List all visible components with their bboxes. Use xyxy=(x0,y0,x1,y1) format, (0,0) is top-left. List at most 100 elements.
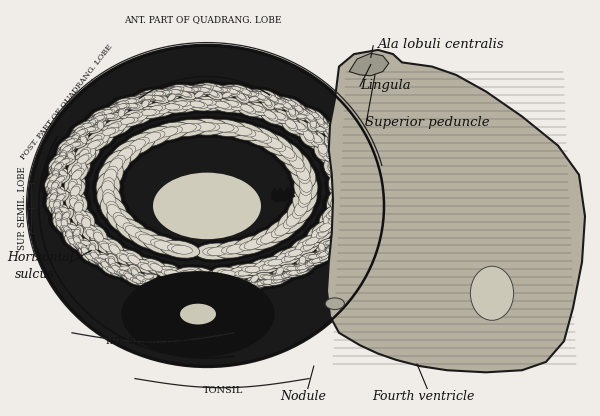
Ellipse shape xyxy=(226,286,237,290)
Ellipse shape xyxy=(109,121,122,130)
Ellipse shape xyxy=(56,147,69,162)
Ellipse shape xyxy=(177,89,196,100)
Ellipse shape xyxy=(196,83,218,92)
Ellipse shape xyxy=(111,264,119,270)
Ellipse shape xyxy=(160,87,184,106)
Ellipse shape xyxy=(233,235,271,255)
Ellipse shape xyxy=(63,146,71,152)
Ellipse shape xyxy=(349,208,361,223)
Ellipse shape xyxy=(250,274,279,289)
Ellipse shape xyxy=(54,212,75,233)
Ellipse shape xyxy=(213,123,234,132)
Ellipse shape xyxy=(299,114,310,119)
Ellipse shape xyxy=(125,225,143,238)
Ellipse shape xyxy=(332,130,344,144)
Ellipse shape xyxy=(208,281,237,295)
Ellipse shape xyxy=(242,266,257,272)
Ellipse shape xyxy=(55,211,62,219)
Ellipse shape xyxy=(101,260,108,267)
Ellipse shape xyxy=(118,100,128,106)
Ellipse shape xyxy=(91,124,119,149)
Ellipse shape xyxy=(143,259,167,275)
Ellipse shape xyxy=(107,102,122,116)
Ellipse shape xyxy=(287,104,298,109)
Ellipse shape xyxy=(65,192,83,212)
Ellipse shape xyxy=(336,137,344,144)
Ellipse shape xyxy=(61,219,68,227)
Ellipse shape xyxy=(137,272,157,282)
Ellipse shape xyxy=(48,189,61,204)
Ellipse shape xyxy=(104,127,119,134)
Ellipse shape xyxy=(285,119,296,129)
Ellipse shape xyxy=(76,209,88,218)
Ellipse shape xyxy=(127,275,146,285)
Ellipse shape xyxy=(134,87,163,102)
Ellipse shape xyxy=(100,112,121,121)
Ellipse shape xyxy=(328,171,347,191)
Ellipse shape xyxy=(349,176,358,183)
Ellipse shape xyxy=(326,196,344,216)
Ellipse shape xyxy=(107,261,124,274)
Ellipse shape xyxy=(107,114,118,119)
Ellipse shape xyxy=(277,113,306,137)
Ellipse shape xyxy=(260,280,272,284)
Ellipse shape xyxy=(66,231,73,238)
Ellipse shape xyxy=(186,325,200,342)
Ellipse shape xyxy=(319,254,328,260)
Ellipse shape xyxy=(323,185,352,210)
Ellipse shape xyxy=(192,80,222,94)
Ellipse shape xyxy=(287,99,311,119)
Ellipse shape xyxy=(136,275,146,282)
Ellipse shape xyxy=(67,171,86,191)
Ellipse shape xyxy=(82,223,95,232)
Ellipse shape xyxy=(251,87,280,102)
Ellipse shape xyxy=(82,136,108,152)
Ellipse shape xyxy=(154,283,175,292)
Ellipse shape xyxy=(353,171,368,184)
Ellipse shape xyxy=(149,98,183,120)
Ellipse shape xyxy=(56,189,66,195)
Ellipse shape xyxy=(351,163,358,171)
Ellipse shape xyxy=(50,189,58,196)
Ellipse shape xyxy=(139,99,175,118)
Ellipse shape xyxy=(41,182,64,202)
Ellipse shape xyxy=(340,208,355,222)
Ellipse shape xyxy=(337,225,347,230)
Ellipse shape xyxy=(257,280,267,285)
Ellipse shape xyxy=(117,253,130,262)
Ellipse shape xyxy=(119,104,130,108)
Ellipse shape xyxy=(263,272,292,288)
Ellipse shape xyxy=(144,260,182,278)
Ellipse shape xyxy=(283,150,311,177)
Ellipse shape xyxy=(142,95,153,100)
Ellipse shape xyxy=(340,170,366,188)
Ellipse shape xyxy=(230,285,241,290)
Ellipse shape xyxy=(85,253,93,259)
Ellipse shape xyxy=(53,208,65,223)
Ellipse shape xyxy=(329,181,348,200)
Ellipse shape xyxy=(84,253,113,268)
Text: TONSIL: TONSIL xyxy=(203,386,244,395)
Ellipse shape xyxy=(269,262,290,282)
Ellipse shape xyxy=(322,193,349,219)
Ellipse shape xyxy=(255,90,275,99)
Ellipse shape xyxy=(271,225,289,238)
Ellipse shape xyxy=(334,191,344,201)
Ellipse shape xyxy=(345,207,355,213)
Ellipse shape xyxy=(179,280,208,296)
Ellipse shape xyxy=(50,194,56,201)
Ellipse shape xyxy=(221,98,259,116)
Ellipse shape xyxy=(166,286,182,302)
Ellipse shape xyxy=(139,89,166,106)
Ellipse shape xyxy=(305,256,326,265)
Ellipse shape xyxy=(240,280,261,289)
Ellipse shape xyxy=(195,91,203,98)
Ellipse shape xyxy=(58,140,72,154)
Ellipse shape xyxy=(329,212,339,222)
Ellipse shape xyxy=(82,247,88,255)
Ellipse shape xyxy=(199,85,219,95)
Ellipse shape xyxy=(44,178,57,192)
Ellipse shape xyxy=(247,275,275,291)
Ellipse shape xyxy=(109,107,118,114)
Ellipse shape xyxy=(344,173,362,185)
